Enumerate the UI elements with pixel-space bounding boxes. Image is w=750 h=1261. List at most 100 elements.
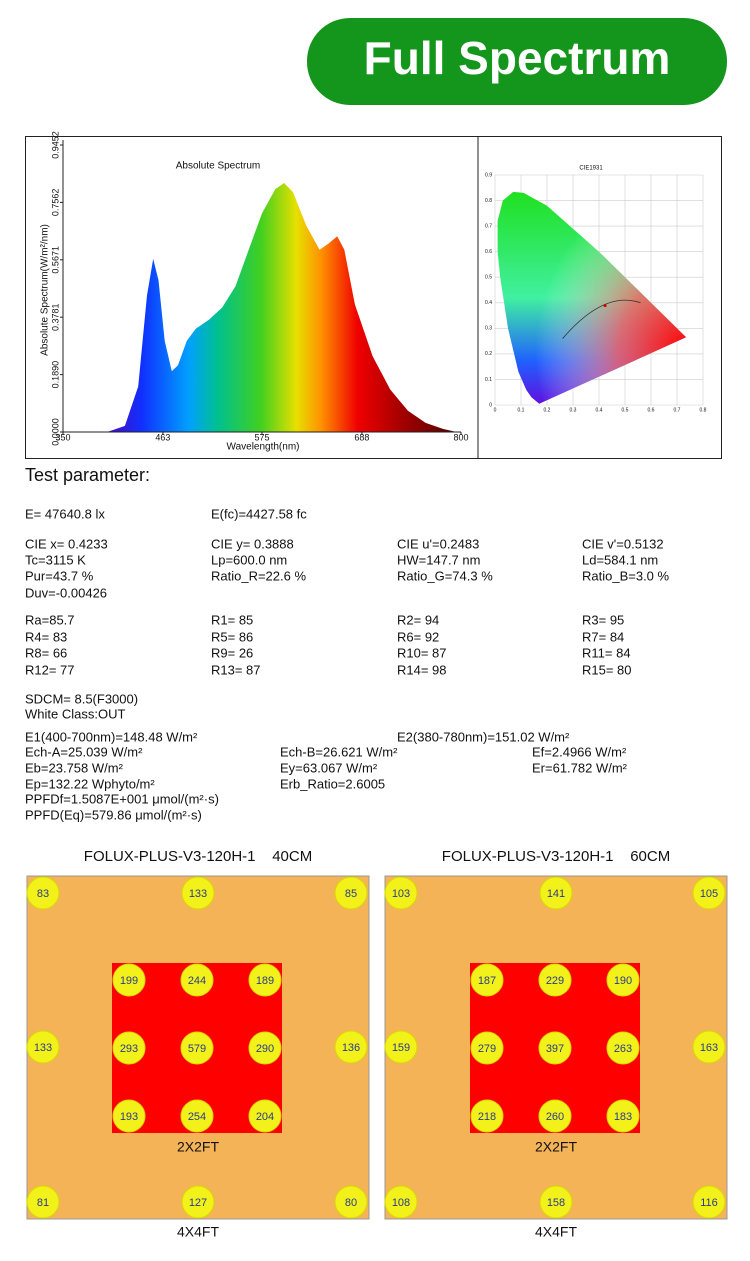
parameter: Ey=63.067 W/m² — [280, 760, 378, 775]
x-tick-label: 350 — [55, 432, 70, 442]
ppfd-value: 263 — [614, 1043, 632, 1055]
ppfd-point — [470, 963, 504, 997]
x-tick-label: 0.5 — [622, 407, 629, 413]
ppfd-point — [112, 1031, 146, 1065]
ppfd-value: 81 — [37, 1197, 49, 1209]
y-axis-label: Absolute Spectrum(W/m²/nm) — [40, 224, 51, 356]
ppfd-point — [470, 1031, 504, 1065]
ppfd-point — [181, 876, 215, 910]
ppfd-value: 83 — [37, 888, 49, 900]
ppfd-value: 103 — [392, 888, 410, 900]
ppfd-value: 204 — [256, 1111, 274, 1123]
cie-locus-red — [497, 191, 687, 404]
parameter: E1(400-700nm)=148.48 W/m² — [25, 729, 198, 744]
ppfd-point — [112, 963, 146, 997]
ppfd-value: 244 — [188, 975, 206, 987]
parameter: R1= 85 — [211, 612, 253, 627]
y-tick-label: 0.5 — [485, 275, 492, 281]
ppfd-point — [26, 1185, 60, 1219]
ppfd-value: 108 — [392, 1197, 410, 1209]
outer-label: 4X4FT — [535, 1224, 577, 1240]
ppfd-point — [26, 876, 60, 910]
ppfd-point — [112, 1099, 146, 1133]
x-tick-label: 0.3 — [570, 407, 577, 413]
parameter: CIE y= 0.3888 — [211, 536, 294, 551]
inner-label: 2X2FT — [535, 1139, 577, 1155]
parameter: Eb=23.758 W/m² — [25, 760, 124, 775]
parameter: Ech-B=26.621 W/m² — [280, 744, 398, 759]
ppfd-point — [692, 876, 726, 910]
ppfd-value: 254 — [188, 1111, 206, 1123]
ppfd-point — [26, 1030, 60, 1064]
ppfd-point — [334, 1185, 368, 1219]
parameter: E2(380-780nm)=151.02 W/m² — [397, 729, 570, 744]
ppfd-point — [606, 1031, 640, 1065]
parameter: Ra=85.7 — [25, 612, 75, 627]
ppfd-value: 136 — [342, 1042, 360, 1054]
parameter: R6= 92 — [397, 629, 439, 644]
x-tick-label: 800 — [453, 432, 468, 442]
ppfd-point — [384, 1185, 418, 1219]
ppfd-value: 397 — [546, 1043, 564, 1055]
ppfd-point — [180, 1031, 214, 1065]
parameter: R10= 87 — [397, 645, 447, 660]
inner-label: 2X2FT — [177, 1139, 219, 1155]
parameter: R11= 84 — [582, 645, 631, 660]
parameter: R12= 77 — [25, 662, 75, 677]
ppfd-point — [181, 1185, 215, 1219]
ppfd-point — [538, 1099, 572, 1133]
ppfd-value: 163 — [700, 1042, 718, 1054]
parameter: Lp=600.0 nm — [211, 552, 287, 567]
parameter: Ld=584.1 nm — [582, 552, 658, 567]
x-tick-label: 0 — [494, 407, 497, 413]
parameter: R3= 95 — [582, 612, 624, 627]
parameter: Ratio_R=22.6 % — [211, 568, 306, 583]
y-tick-label: 0.1890 — [50, 361, 60, 389]
ppfd-value: 133 — [189, 888, 207, 900]
ppfd-point — [692, 1185, 726, 1219]
parameter: HW=147.7 nm — [397, 552, 480, 567]
parameter: PPFD(Eq)=579.86 μmol/(m²·s) — [25, 807, 202, 822]
ppfd-value: 193 — [120, 1111, 138, 1123]
y-tick-label: 0.5671 — [50, 246, 60, 274]
parameter: Ech-A=25.039 W/m² — [25, 744, 143, 759]
parameter: Ratio_B=3.0 % — [582, 568, 670, 583]
parameter: R9= 26 — [211, 645, 253, 660]
y-tick-label: 0 — [489, 402, 492, 408]
ppfd-value: 105 — [700, 888, 718, 900]
parameter: R2= 94 — [397, 612, 439, 627]
x-tick-label: 0.1 — [518, 407, 525, 413]
ppfd-point — [248, 1099, 282, 1133]
y-tick-label: 0.7 — [485, 223, 492, 229]
x-tick-label: 463 — [155, 432, 170, 442]
y-tick-label: 0.3781 — [50, 303, 60, 331]
ppfd-value: 279 — [478, 1043, 496, 1055]
map-title: FOLUX-PLUS-V3-120H-1 40CM — [84, 848, 312, 865]
parameter: CIE x= 0.4233 — [25, 536, 108, 551]
ppfd-value: 260 — [546, 1111, 564, 1123]
ppfd-point — [692, 1030, 726, 1064]
parameter: Er=61.782 W/m² — [532, 760, 628, 775]
ppfd-point — [248, 963, 282, 997]
ppfd-point — [538, 963, 572, 997]
y-tick-label: 0.9 — [485, 172, 492, 178]
ppfd-value: 290 — [256, 1043, 274, 1055]
ppfd-point — [538, 1031, 572, 1065]
x-tick-label: 575 — [254, 432, 269, 442]
parameter: R5= 86 — [211, 629, 253, 644]
y-tick-label: 0.4 — [485, 300, 492, 306]
x-tick-label: 688 — [354, 432, 369, 442]
parameter: CIE u'=0.2483 — [397, 536, 479, 551]
parameter: Erb_Ratio=2.6005 — [280, 776, 385, 791]
x-tick-label: 0.7 — [674, 407, 681, 413]
parameter: R7= 84 — [582, 629, 624, 644]
ppfd-point — [606, 1099, 640, 1133]
ppfd-point — [180, 963, 214, 997]
ppfd-value: 218 — [478, 1111, 496, 1123]
ppfd-value: 189 — [256, 975, 274, 987]
ppfd-point — [539, 1185, 573, 1219]
ppfd-value: 116 — [700, 1197, 718, 1209]
ppfd-point — [539, 876, 573, 910]
parameter: Duv=-0.00426 — [25, 585, 107, 600]
